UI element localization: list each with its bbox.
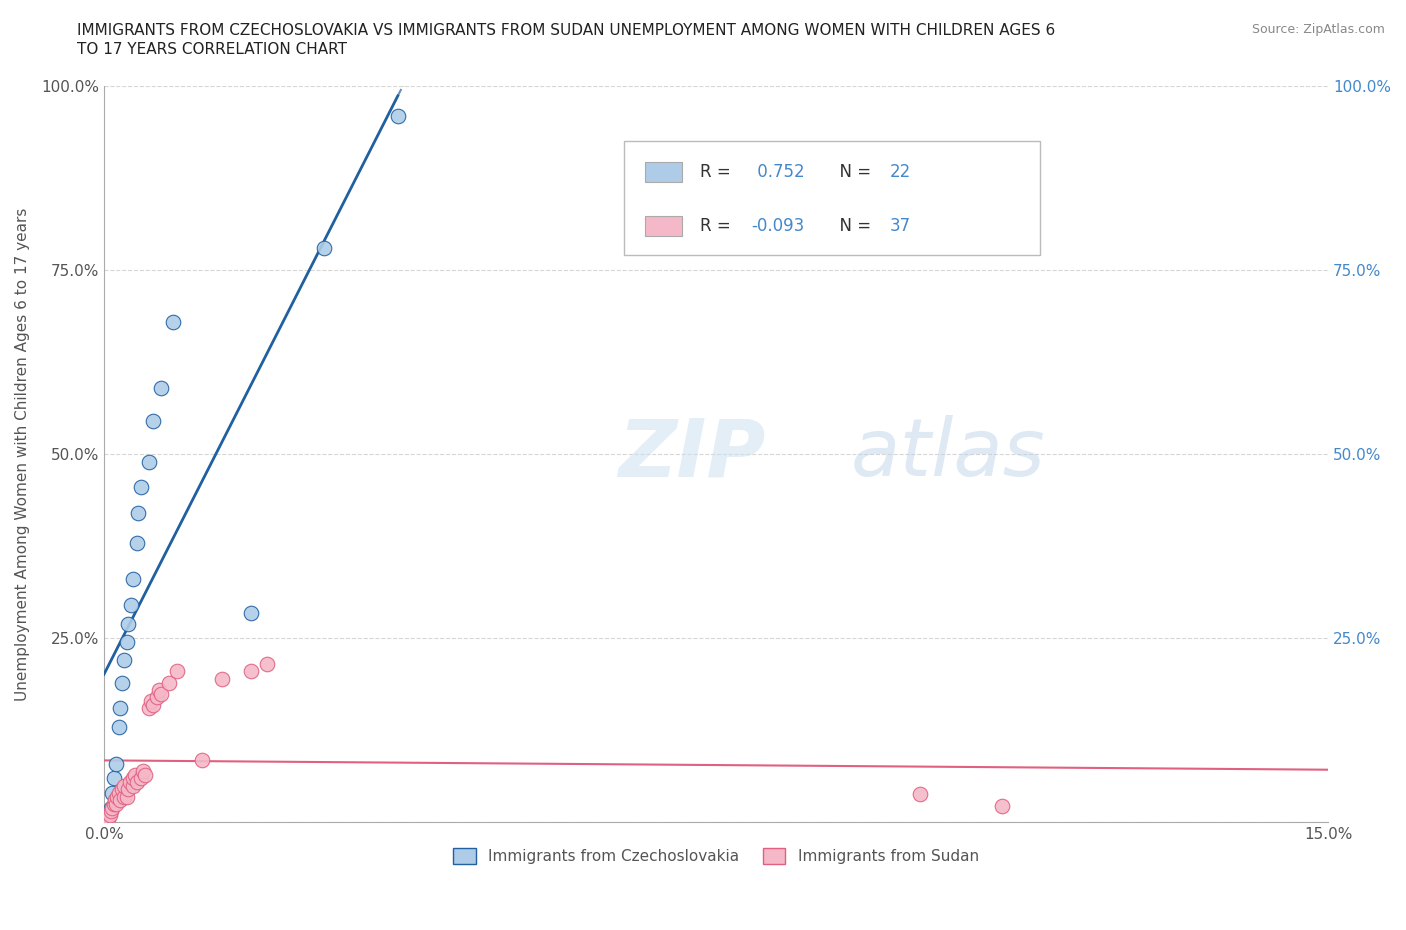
Point [122,771,145,786]
Point [141,694,163,709]
Point [129,771,152,786]
Point [103,797,125,812]
Point [101,800,124,815]
Text: ZIP: ZIP [619,416,765,493]
Point [105,790,128,804]
Point [129,480,152,495]
Point [115,634,138,649]
Point [148,683,170,698]
Point [122,572,145,587]
Point [110,701,132,716]
Point [103,793,125,808]
Y-axis label: Unemployment Among Women with Children Ages 6 to 17 years: Unemployment Among Women with Children A… [15,207,30,701]
Point [121,778,143,793]
Point [101,786,124,801]
Point [117,617,139,631]
Point [117,782,139,797]
Point [115,790,138,804]
Point [157,675,180,690]
Point [125,535,148,550]
Point [127,506,149,521]
Legend: Immigrants from Czechoslovakia, Immigrants from Sudan: Immigrants from Czechoslovakia, Immigran… [447,842,984,870]
Point [150,380,173,395]
Point [211,671,233,686]
Point [105,797,128,812]
Point [100,804,122,818]
Text: N =: N = [828,217,876,234]
Point [146,690,169,705]
Point [990,799,1012,814]
Point [124,767,146,782]
Text: IMMIGRANTS FROM CZECHOSLOVAKIA VS IMMIGRANTS FROM SUDAN UNEMPLOYMENT AMONG WOMEN: IMMIGRANTS FROM CZECHOSLOVAKIA VS IMMIGR… [77,23,1056,38]
Text: TO 17 YEARS CORRELATION CHART: TO 17 YEARS CORRELATION CHART [77,42,347,57]
Point [256,657,278,671]
Point [166,664,188,679]
Point [138,701,160,716]
Text: 0.752: 0.752 [752,164,804,181]
Point [110,793,132,808]
Point [98,807,121,822]
Point [97,811,120,826]
FancyBboxPatch shape [645,163,682,182]
Point [134,767,156,782]
Point [314,241,336,256]
Point [387,108,409,123]
Point [105,756,128,771]
Point [112,790,135,804]
Point [125,775,148,790]
Point [162,314,184,329]
Text: R =: R = [700,217,737,234]
Point [112,653,135,668]
Point [191,752,214,767]
FancyBboxPatch shape [624,141,1040,256]
Point [100,800,122,815]
Point [908,787,931,802]
Point [150,686,173,701]
Text: 22: 22 [890,164,911,181]
Text: N =: N = [828,164,876,181]
Text: -0.093: -0.093 [752,217,804,234]
FancyBboxPatch shape [645,216,682,236]
Point [103,771,125,786]
Point [111,675,134,690]
Point [107,719,129,734]
Point [107,786,129,801]
Point [138,454,160,469]
Point [239,664,262,679]
Point [142,414,165,429]
Text: Source: ZipAtlas.com: Source: ZipAtlas.com [1251,23,1385,36]
Point [120,775,142,790]
Text: R =: R = [700,164,737,181]
Point [132,764,155,778]
Point [239,605,262,620]
Text: 37: 37 [890,217,911,234]
Text: atlas: atlas [851,416,1046,493]
Point [111,782,134,797]
Point [142,698,165,712]
Point [120,598,142,613]
Point [112,778,135,793]
